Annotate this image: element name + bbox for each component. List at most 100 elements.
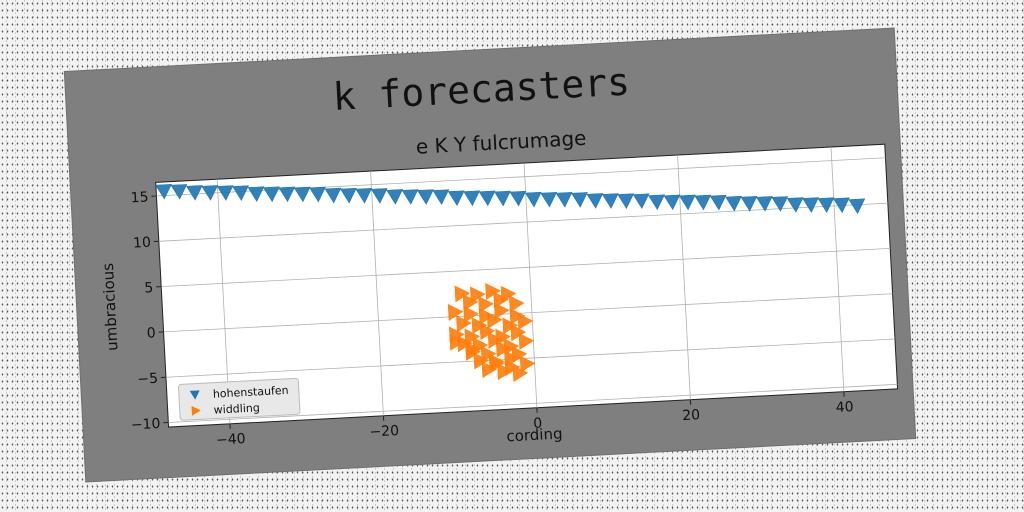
data-point-hohenstaufen xyxy=(694,194,712,211)
data-point-widdling xyxy=(488,353,505,371)
data-point-hohenstaufen xyxy=(386,189,404,205)
data-point-widdling xyxy=(470,286,486,304)
data-point-hohenstaufen xyxy=(555,192,573,208)
x-tick-label: 20 xyxy=(682,407,701,424)
data-point-hohenstaufen xyxy=(617,193,635,209)
data-point-widdling xyxy=(473,352,490,370)
data-point-hohenstaufen xyxy=(432,189,450,206)
y-grid-line xyxy=(163,293,893,333)
data-point-hohenstaufen xyxy=(771,196,789,212)
data-point-hohenstaufen xyxy=(340,187,357,204)
data-point-widdling xyxy=(519,355,536,373)
data-point-widdling xyxy=(497,363,513,381)
data-point-hohenstaufen xyxy=(185,185,203,201)
data-point-widdling xyxy=(481,361,498,379)
y-tick-label: 5 xyxy=(144,280,154,296)
data-point-hohenstaufen xyxy=(586,193,604,209)
x-grid-line xyxy=(523,163,538,408)
data-point-hohenstaufen xyxy=(247,186,265,202)
data-point-widdling xyxy=(486,311,503,329)
plot-area xyxy=(155,143,899,428)
legend-label-widdling: widdling xyxy=(213,401,260,416)
y-tick-label: −10 xyxy=(130,416,160,434)
data-point-widdling xyxy=(478,296,494,313)
legend-box xyxy=(178,377,301,421)
data-point-widdling xyxy=(517,313,534,330)
chart-title: k forecasters xyxy=(332,59,631,119)
data-point-hohenstaufen xyxy=(848,198,866,215)
data-point-hohenstaufen xyxy=(232,185,249,201)
data-point-hohenstaufen xyxy=(417,189,434,205)
data-point-hohenstaufen xyxy=(401,189,419,205)
data-point-hohenstaufen xyxy=(293,186,311,203)
y-grid-line xyxy=(168,383,898,423)
data-point-hohenstaufen xyxy=(755,196,773,212)
data-point-widdling xyxy=(478,307,495,325)
data-point-hohenstaufen xyxy=(725,195,742,212)
data-point-widdling xyxy=(465,341,481,359)
data-point-widdling xyxy=(495,340,512,358)
x-grid-line xyxy=(830,146,845,392)
data-point-hohenstaufen xyxy=(309,186,326,203)
data-point-hohenstaufen xyxy=(447,190,465,207)
legend-label-hohenstaufen: hohenstaufen xyxy=(213,384,289,401)
data-point-widdling xyxy=(504,359,521,377)
data-point-widdling xyxy=(449,333,466,351)
data-point-hohenstaufen xyxy=(355,188,373,204)
data-point-hohenstaufen xyxy=(601,193,619,209)
data-point-hohenstaufen xyxy=(832,197,850,214)
x-tick-label: −40 xyxy=(216,431,246,449)
data-point-hohenstaufen xyxy=(463,190,481,207)
y-tick-label: 0 xyxy=(146,325,156,341)
data-point-hohenstaufen xyxy=(370,188,388,204)
legend: hohenstaufen widdling xyxy=(178,377,301,421)
x-tick-label: 0 xyxy=(533,416,543,432)
data-point-hohenstaufen xyxy=(740,195,758,212)
legend-marker-hohenstaufen xyxy=(189,390,200,400)
y-grid-line xyxy=(158,202,888,242)
y-grid-line xyxy=(161,247,891,288)
data-point-hohenstaufen xyxy=(524,191,542,208)
data-point-hohenstaufen xyxy=(802,197,820,213)
data-point-widdling xyxy=(471,317,488,335)
data-point-widdling xyxy=(518,333,535,350)
data-point-widdling xyxy=(485,282,501,300)
chart-subtitle: e K Y fulcrumage xyxy=(415,126,587,159)
data-point-hohenstaufen xyxy=(155,183,172,200)
x-tick-label: 40 xyxy=(835,399,854,416)
data-point-hohenstaufen xyxy=(170,184,188,200)
data-point-widdling xyxy=(463,305,479,323)
data-point-hohenstaufen xyxy=(478,190,496,207)
data-point-hohenstaufen xyxy=(817,197,835,213)
data-point-widdling xyxy=(502,317,519,335)
data-point-hohenstaufen xyxy=(216,185,234,201)
legend-marker-widdling xyxy=(191,405,201,416)
data-point-hohenstaufen xyxy=(648,194,665,211)
y-grid-line xyxy=(165,338,895,378)
x-grid-line xyxy=(370,171,384,416)
y-tick-label: −5 xyxy=(137,371,158,388)
y-tick-label: 10 xyxy=(133,235,152,252)
data-point-hohenstaufen xyxy=(509,190,527,207)
data-point-hohenstaufen xyxy=(324,187,342,204)
y-tick-label: 15 xyxy=(130,189,149,206)
data-point-widdling xyxy=(508,295,525,313)
data-point-widdling xyxy=(487,331,504,349)
data-point-hohenstaufen xyxy=(540,191,558,208)
data-point-hohenstaufen xyxy=(632,193,650,210)
data-point-hohenstaufen xyxy=(278,186,296,203)
data-point-widdling xyxy=(447,304,464,321)
data-point-widdling xyxy=(462,294,479,311)
y-axis-label: umbracious xyxy=(99,262,122,351)
data-point-hohenstaufen xyxy=(494,190,511,207)
chart-figure: k forecasters e K Y fulcrumage −40 −20 0 20… xyxy=(64,28,916,482)
data-point-widdling xyxy=(512,365,529,382)
x-axis-label: cording xyxy=(506,424,563,445)
data-point-widdling xyxy=(456,315,472,333)
data-point-hohenstaufen xyxy=(201,185,219,201)
data-points xyxy=(155,183,866,382)
data-point-hohenstaufen xyxy=(663,194,681,211)
chart-svg: k forecasters e K Y fulcrumage −40 −20 0 20… xyxy=(99,59,899,449)
data-point-widdling xyxy=(493,302,510,320)
data-point-widdling xyxy=(454,285,471,303)
